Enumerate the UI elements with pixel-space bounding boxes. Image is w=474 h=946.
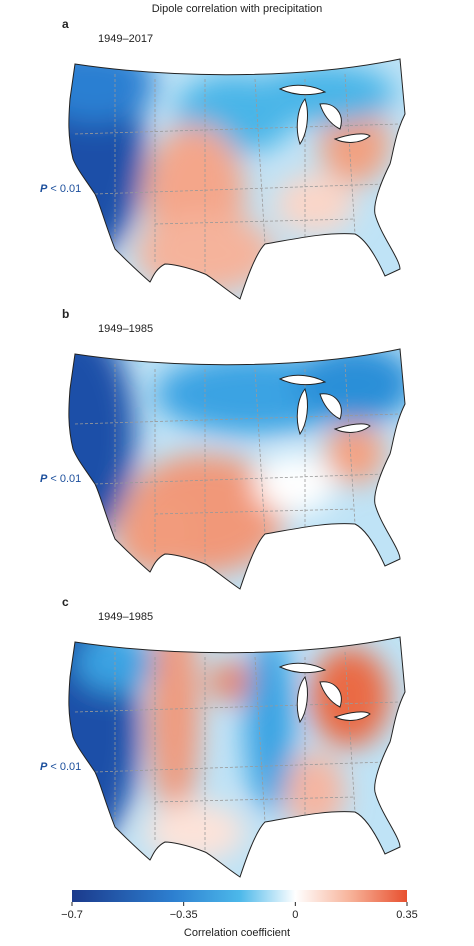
panel-letter: c	[62, 595, 69, 609]
colorbar-tick-label: −0.35	[170, 909, 198, 921]
p-value-label: P < 0.01	[40, 473, 81, 485]
p-symbol: P	[40, 473, 48, 485]
figure-title: Dipole correlation with precipitation	[152, 3, 323, 15]
colorbar	[72, 890, 407, 902]
panel-letter: b	[62, 307, 69, 321]
p-text: < 0.01	[47, 761, 81, 773]
colorbar-tick-label: −0.7	[61, 909, 83, 921]
panel-period: 1949–2017	[98, 33, 153, 45]
panel-period: 1949–1985	[98, 323, 153, 335]
p-text: < 0.01	[47, 183, 81, 195]
p-symbol: P	[40, 761, 48, 773]
colorbar-tick-label: 0.35	[396, 909, 417, 921]
map	[68, 348, 406, 590]
panel-period: 1949–1985	[98, 611, 153, 623]
map	[68, 636, 406, 878]
p-text: < 0.01	[47, 473, 81, 485]
colorbar-tick-label: 0	[292, 909, 298, 921]
colorbar-label: Correlation coefficient	[184, 927, 290, 939]
p-value-label: P < 0.01	[40, 183, 81, 195]
p-value-label: P < 0.01	[40, 761, 81, 773]
p-symbol: P	[40, 183, 48, 195]
map	[68, 58, 406, 300]
panel-letter: a	[62, 17, 69, 31]
